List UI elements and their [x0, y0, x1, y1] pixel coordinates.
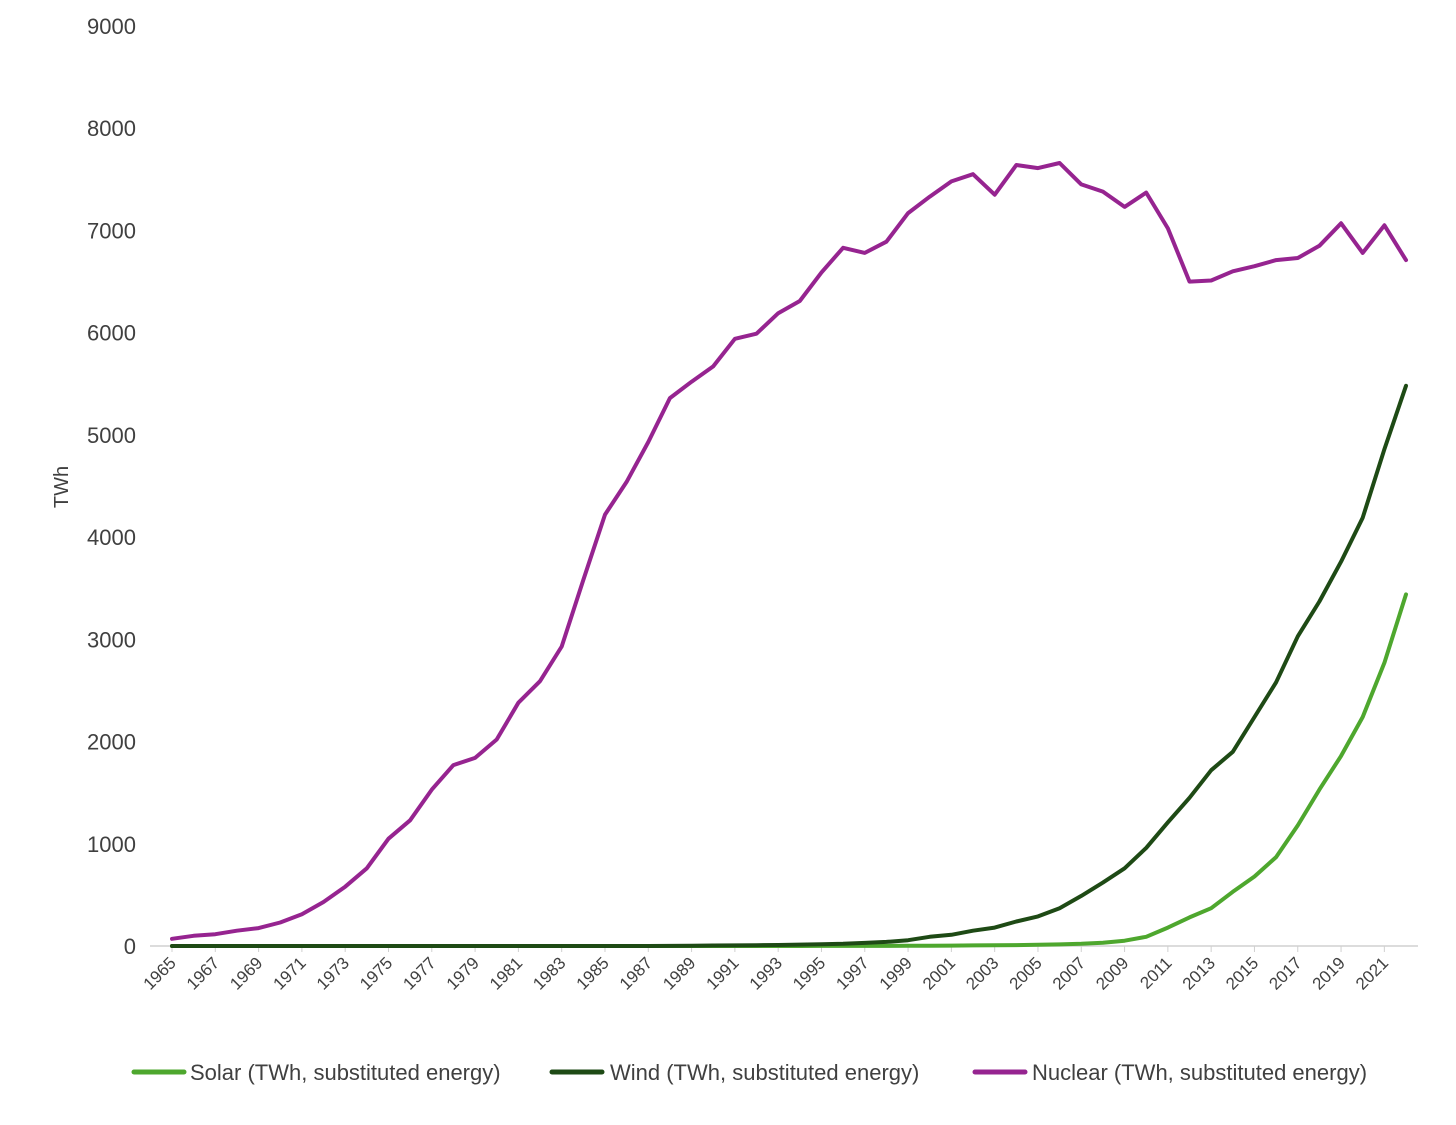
x-tick-label: 1977 [399, 953, 439, 993]
x-tick-label: 1965 [140, 953, 180, 993]
x-tick-label: 1991 [703, 953, 743, 993]
y-tick-label: 9000 [87, 14, 136, 39]
x-tick-label: 2009 [1092, 953, 1132, 993]
series-lines [170, 161, 1408, 948]
y-tick-label: 8000 [87, 116, 136, 141]
x-tick-label: 2001 [919, 953, 959, 993]
y-tick-label: 4000 [87, 525, 136, 550]
x-tick-label: 1993 [746, 953, 786, 993]
y-tick-label: 6000 [87, 321, 136, 346]
x-tick-label: 1995 [789, 953, 829, 993]
x-tick-label: 2011 [1136, 953, 1175, 992]
y-tick-label: 0 [124, 934, 136, 959]
x-tick-label: 1985 [573, 953, 613, 993]
y-tick-label: 5000 [87, 423, 136, 448]
y-axis-label: TWh [51, 466, 73, 508]
y-tick-label: 3000 [87, 627, 136, 652]
x-tick-label: 1989 [659, 953, 699, 993]
x-tick-label: 1969 [226, 953, 266, 993]
x-tick-label: 2003 [962, 953, 1002, 993]
legend: Solar (TWh, substituted energy) Wind (TWh… [131, 1060, 1367, 1085]
x-tick-label: 2007 [1049, 953, 1089, 993]
x-tick-label: 1997 [832, 953, 872, 993]
x-tick-label: 2017 [1265, 953, 1305, 993]
y-tick-label: 1000 [87, 832, 136, 857]
series-line-1 [170, 592, 1408, 948]
legend-label: Solar (TWh, substituted energy) [190, 1060, 501, 1085]
x-tick-label: 1967 [183, 953, 223, 993]
x-tick-label: 2005 [1006, 953, 1046, 993]
y-tick-label: 7000 [87, 218, 136, 243]
y-axis-ticks: 0 1000 2000 3000 4000 5000 6000 7000 8000 9000 [87, 14, 136, 959]
series-line-2 [170, 383, 1408, 948]
series-line-3 [170, 161, 1408, 941]
legend-label: Nuclear (TWh, substituted energy) [1032, 1060, 1367, 1085]
x-tick-label: 2013 [1179, 953, 1219, 993]
x-tick-label: 1999 [876, 953, 916, 993]
x-tick-label: 1987 [616, 953, 656, 993]
x-tick-label: 1981 [486, 953, 526, 993]
x-tick-label: 1971 [270, 953, 310, 993]
legend-label: Wind (TWh, substituted energy) [610, 1060, 919, 1085]
x-tick-label: 2021 [1352, 953, 1392, 993]
x-tick-label: 1983 [529, 953, 569, 993]
x-axis-ticks: 1965 1967 1969 1971 1973 1975 1977 1979 1981 1983… [140, 946, 1392, 994]
x-tick-label: 1975 [356, 953, 396, 993]
x-tick-label: 2019 [1309, 953, 1349, 993]
x-tick-label: 1979 [443, 953, 483, 993]
x-tick-label: 1973 [313, 953, 353, 993]
y-tick-label: 2000 [87, 730, 136, 755]
x-tick-label: 2015 [1222, 953, 1262, 993]
